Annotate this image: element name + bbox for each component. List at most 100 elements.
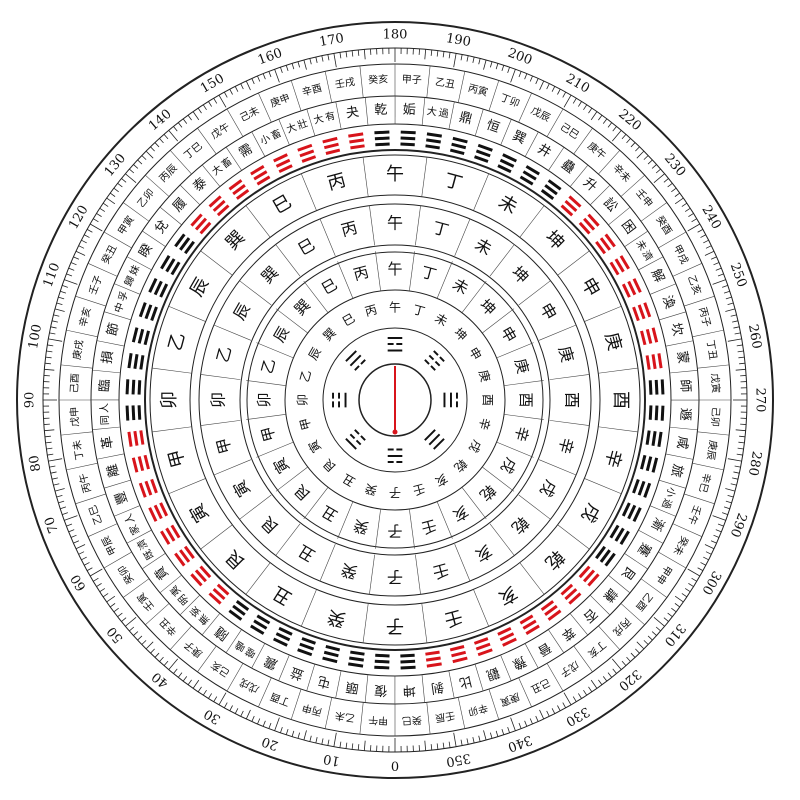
mountain-label: 甲: [213, 436, 235, 456]
hexagram-bar: [174, 233, 186, 248]
hexagram-name: 坎: [667, 321, 685, 337]
degree-tick: [655, 626, 661, 632]
hexagram-bar: [137, 380, 142, 395]
divider: [337, 501, 354, 539]
hexagram-bar: [451, 142, 467, 150]
hexagram-bar: [525, 624, 540, 635]
degree-tick: [529, 75, 533, 82]
mountain-label: 丙: [363, 302, 378, 319]
hexagram-bar: [184, 240, 195, 255]
degree-tick: [725, 308, 736, 312]
divider: [569, 164, 589, 187]
hexagram-bar: [619, 255, 630, 270]
trigram: ☰: [419, 424, 449, 454]
mountain-label: 甲: [258, 424, 279, 443]
mountain-label: 巳: [295, 234, 318, 258]
hexagram-name: 未濟: [633, 238, 655, 264]
divider: [104, 311, 131, 321]
degree-tick: [735, 429, 746, 432]
degree-tick: [713, 262, 720, 266]
degree-tick: [197, 686, 202, 693]
hexagram-bar: [475, 642, 491, 651]
divider: [225, 629, 242, 653]
degree-tick: [125, 616, 137, 627]
hexagram-name: 革: [100, 435, 117, 450]
mountain-label: 丁: [419, 263, 438, 284]
hexagram-bar: [190, 573, 203, 587]
jiazi-label: 丙辰: [157, 162, 180, 185]
hexagram-bar: [627, 280, 637, 296]
degree-tick: [62, 285, 68, 288]
degree-tick: [351, 743, 354, 750]
degree-tick: [663, 178, 669, 183]
hexagram-bar: [208, 195, 222, 208]
hexagram-bar: [587, 573, 600, 587]
divider: [122, 578, 150, 598]
divider: [454, 544, 471, 582]
hexagram-name: 既濟: [134, 537, 156, 563]
mountain-label: 坤: [451, 325, 470, 344]
degree-tick: [688, 213, 694, 217]
hexagram-bar: [131, 457, 139, 473]
divider: [658, 551, 687, 569]
degree-tick: [327, 54, 330, 61]
divider: [548, 147, 565, 171]
hexagram-bar: [199, 565, 212, 579]
mountain-label: 巽: [222, 227, 250, 255]
degree-tick: [430, 744, 433, 751]
degree-tick: [137, 635, 143, 641]
degree-tick: [48, 458, 63, 462]
degree-tick: [234, 86, 239, 92]
hexagram-bar: [374, 130, 390, 135]
degree-tick: [472, 737, 475, 744]
degree-tick: [563, 94, 572, 108]
hexagram-bar: [640, 330, 647, 346]
degree-tick: [442, 742, 445, 749]
divider: [364, 97, 369, 126]
degree-label: 250: [727, 261, 750, 289]
hexagram-bar: [144, 304, 153, 320]
mountain-label: 乾: [476, 481, 499, 504]
jiazi-label: 乙丑: [434, 76, 456, 91]
hexagram-bar: [165, 527, 176, 542]
mountain-label: 辰: [270, 323, 293, 345]
divider: [375, 251, 381, 291]
degree-tick: [197, 107, 202, 114]
jiazi-label: 甲午: [368, 714, 389, 728]
hexagram-name: 復: [374, 682, 388, 699]
hexagram-bar: [599, 549, 611, 563]
degree-tick: [602, 676, 608, 682]
degree-tick: [703, 239, 709, 244]
hexagram-bar: [425, 656, 441, 662]
divider: [362, 157, 369, 197]
degree-tick: [240, 710, 244, 717]
jiazi-label: 丁巳: [182, 140, 205, 162]
jiazi-label: 乙酉: [633, 590, 655, 613]
divider: [103, 231, 132, 249]
hexagram-bar: [400, 142, 415, 147]
hexagram-bar: [299, 642, 315, 651]
hexagram-name: 同人: [98, 403, 111, 426]
degree-tick: [501, 65, 505, 72]
hexagram-name: 歸妹: [121, 263, 142, 288]
hexagram-name: 噬嗑: [233, 638, 259, 660]
hexagram-name: 姤: [402, 103, 416, 119]
degree-tick: [539, 709, 545, 720]
hexagram-bar: [564, 588, 578, 601]
hexagram-bar: [199, 221, 212, 235]
degree-tick: [636, 641, 645, 650]
jiazi-label: 己亥: [208, 658, 232, 680]
hexagram-bar: [619, 530, 630, 545]
mountain-label: 戌: [577, 500, 604, 526]
degree-tick: [460, 54, 463, 61]
trigram: ☶: [341, 424, 371, 454]
degree-tick: [60, 290, 67, 294]
divider: [421, 157, 428, 197]
divider: [684, 493, 715, 505]
trigram: ☴: [341, 346, 371, 376]
degree-tick: [81, 239, 87, 244]
degree-tick: [133, 164, 139, 169]
hexagram-bar: [582, 569, 596, 583]
mountain-label: 戌: [466, 438, 484, 455]
degree-label: 100: [26, 323, 45, 350]
